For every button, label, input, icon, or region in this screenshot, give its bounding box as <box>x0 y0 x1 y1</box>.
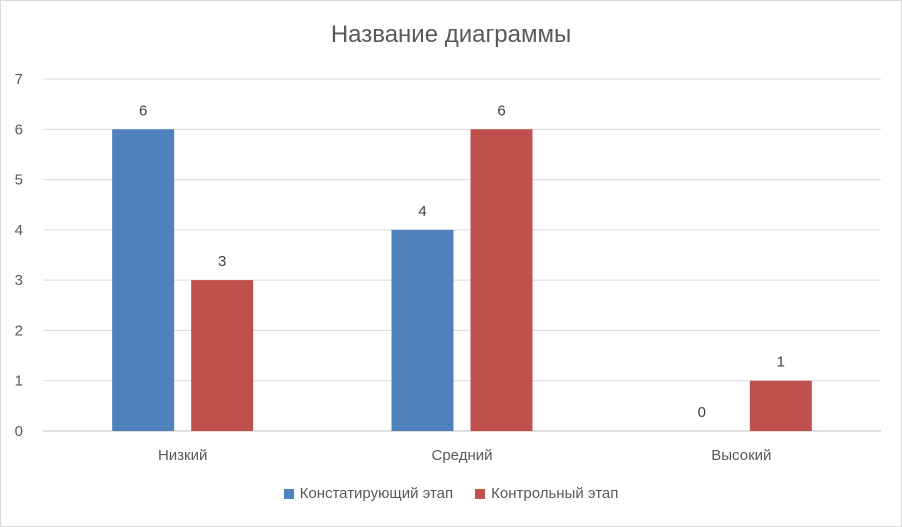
chart-title: Название диаграммы <box>330 21 572 48</box>
legend-label-series-1: Констатирующий этап <box>299 485 454 502</box>
legend-swatch-series-1 <box>283 488 294 499</box>
y-tick-label: 4 <box>15 222 23 239</box>
y-tick-label: 6 <box>15 121 23 138</box>
data-label: 0 <box>698 404 706 421</box>
x-tick-label: Средний <box>432 447 493 464</box>
bar-1 <box>112 129 175 432</box>
legend-item-series-2: Контрольный этап <box>475 485 618 502</box>
legend-item-series-1: Констатирующий этап <box>283 485 454 502</box>
bar-2 <box>749 380 812 431</box>
y-tick-label: 2 <box>15 322 23 339</box>
y-tick-label: 0 <box>15 423 23 440</box>
legend-swatch-series-2 <box>475 488 486 499</box>
bar-2 <box>191 280 254 431</box>
chart-legend: Констатирующий этап Контрольный этап <box>1 485 901 502</box>
data-label: 1 <box>777 354 785 371</box>
y-tick-label: 7 <box>15 71 23 88</box>
x-tick-label: Низкий <box>158 447 207 464</box>
bar-2 <box>470 129 533 432</box>
data-label: 3 <box>218 253 226 270</box>
x-tick-label: Высокий <box>711 447 771 464</box>
y-tick-label: 5 <box>15 172 23 189</box>
legend-label-series-2: Контрольный этап <box>491 485 619 502</box>
y-tick-label: 1 <box>15 373 23 390</box>
data-label: 6 <box>497 102 505 119</box>
y-tick-label: 3 <box>15 272 23 289</box>
bar-1 <box>391 229 454 431</box>
data-label: 6 <box>139 102 147 119</box>
data-label: 4 <box>418 203 426 220</box>
